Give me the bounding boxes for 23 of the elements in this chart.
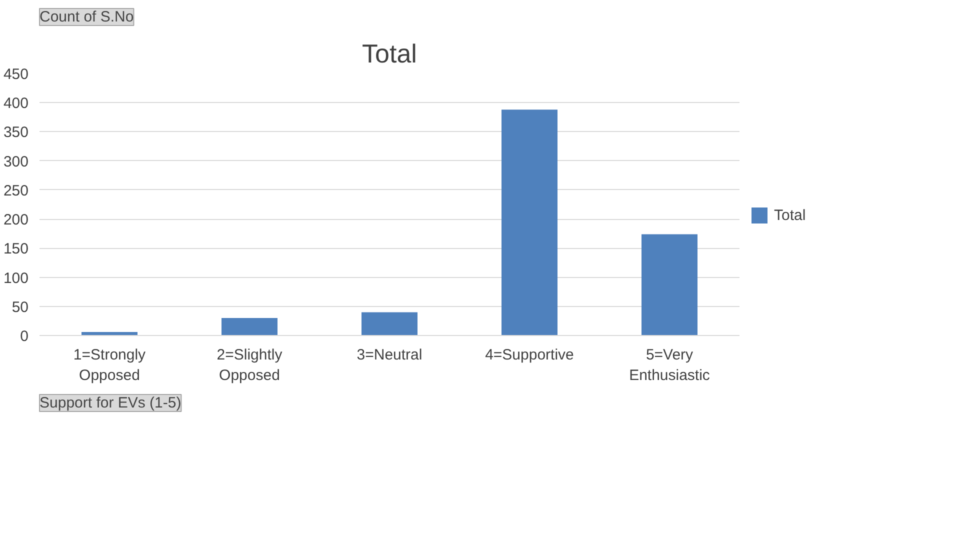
y-tick-label: 300 bbox=[3, 153, 29, 170]
y-tick-label: 350 bbox=[3, 124, 29, 142]
x-tick-label: 1=Strongly Opposed bbox=[73, 346, 146, 384]
y-tick-label: 100 bbox=[3, 270, 29, 287]
bar bbox=[502, 110, 558, 336]
y-tick-label: 450 bbox=[3, 66, 29, 83]
bar bbox=[642, 234, 698, 336]
y-tick-label: 50 bbox=[12, 298, 29, 316]
x-tick-label: 3=Neutral bbox=[356, 346, 422, 364]
y-tick-label: 400 bbox=[3, 95, 29, 112]
x-tick-label: 5=Very Enthusiastic bbox=[629, 346, 710, 384]
bar bbox=[362, 312, 418, 336]
y-tick-label: 0 bbox=[20, 328, 28, 345]
y-tick-label: 200 bbox=[3, 212, 29, 229]
y-tick-label: 250 bbox=[3, 182, 29, 200]
y-tick-label: 150 bbox=[3, 240, 29, 258]
x-tick-label: 4=Supportive bbox=[485, 346, 574, 364]
chart-title: Total bbox=[362, 38, 417, 68]
bar bbox=[222, 318, 278, 336]
text: Support for EVs (1-5) bbox=[40, 394, 182, 412]
legend-label: Total bbox=[774, 206, 806, 224]
x-tick-label: 2=Slightly Opposed bbox=[216, 346, 283, 384]
text: Count of S.No bbox=[40, 8, 134, 26]
